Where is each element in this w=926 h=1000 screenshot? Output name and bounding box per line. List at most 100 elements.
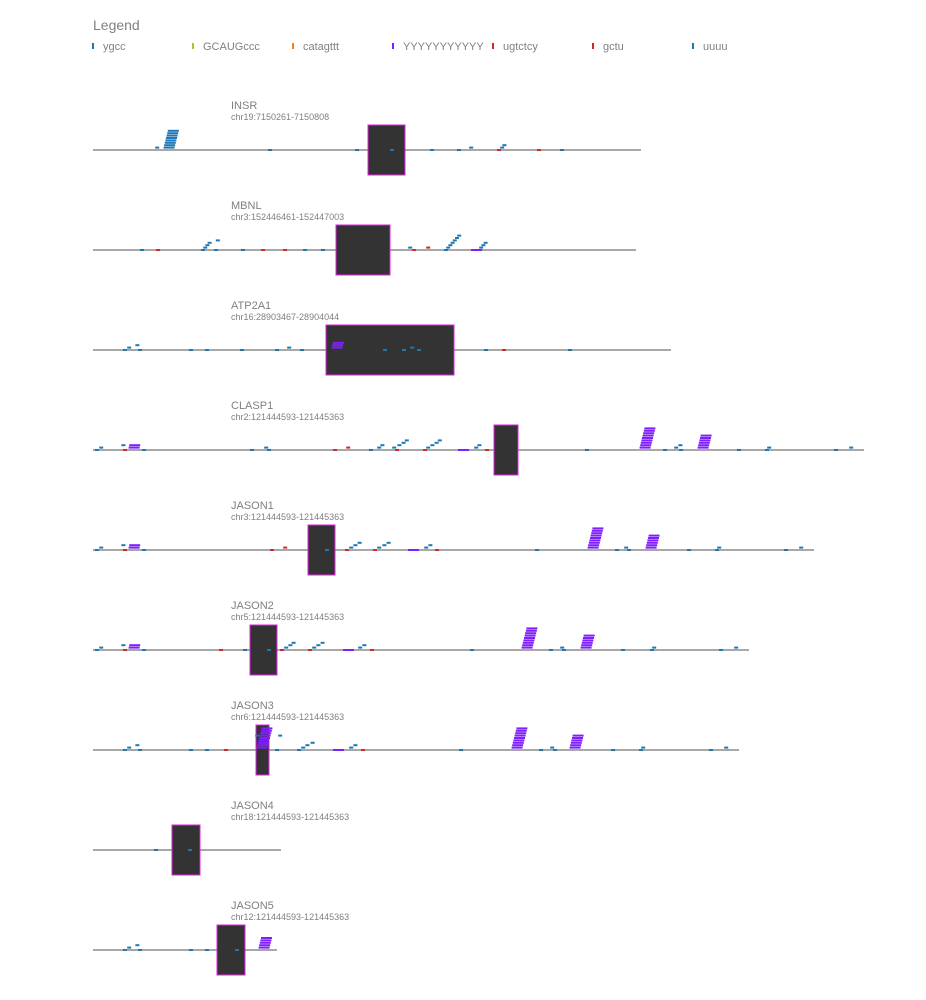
motif-mark (203, 246, 208, 249)
motif-mark (648, 534, 660, 537)
motif-mark (471, 249, 482, 251)
motif-mark (163, 146, 175, 149)
gene-name: JASON1 (231, 500, 274, 512)
legend-swatch (492, 43, 494, 49)
motif-mark (569, 746, 581, 749)
motif-mark (511, 746, 523, 749)
motif-mark (164, 141, 176, 144)
motif-mark (166, 134, 178, 137)
motif-mark (241, 249, 245, 251)
motif-mark (259, 941, 271, 944)
motif-mark (349, 746, 354, 749)
legend-swatch (392, 43, 394, 49)
motif-mark (572, 734, 584, 737)
motif-mark (129, 444, 141, 447)
motif-mark (709, 749, 713, 751)
motif-mark (260, 729, 272, 732)
motif-mark (568, 349, 572, 351)
motif-mark (95, 549, 99, 551)
motif-mark (581, 641, 593, 644)
motif-mark (539, 749, 543, 751)
motif-mark (645, 546, 657, 549)
motif-mark (435, 549, 439, 551)
motif-mark (514, 737, 525, 739)
motif-mark (799, 546, 804, 549)
legend-label: YYYYYYYYYYY (403, 41, 484, 53)
motif-mark (129, 644, 141, 647)
legend-swatch (592, 43, 594, 49)
motif-mark (458, 449, 469, 451)
motif-mark (697, 446, 709, 449)
motif-mark (627, 549, 631, 551)
motif-mark (512, 741, 524, 744)
gene-name: CLASP1 (231, 400, 273, 412)
motif-mark (123, 649, 127, 651)
motif-mark (698, 444, 710, 447)
motif-mark (585, 449, 589, 451)
motif-mark (390, 149, 394, 151)
legend-swatch (292, 43, 294, 49)
motif-mark (521, 646, 533, 649)
motif-mark (270, 549, 274, 551)
motif-mark (353, 544, 358, 547)
motif-mark (95, 449, 99, 451)
motif-mark (268, 149, 272, 151)
motif-mark (571, 739, 583, 742)
gene-name: ATP2A1 (231, 300, 271, 312)
motif-mark (572, 737, 583, 739)
legend-swatch (192, 43, 194, 49)
motif-mark (643, 432, 655, 435)
motif-mark (737, 449, 741, 451)
motif-mark (123, 549, 127, 551)
motif-mark (383, 349, 387, 351)
motif-mark (305, 744, 310, 747)
motif-mark (700, 437, 711, 439)
legend-label: gctu (603, 41, 624, 53)
motif-mark (377, 546, 382, 549)
motif-mark (320, 641, 325, 644)
motif-mark (537, 149, 541, 151)
motif-mark (678, 444, 683, 447)
motif-mark (652, 646, 657, 649)
gene-name: JASON5 (231, 900, 274, 912)
motif-mark (592, 527, 604, 530)
motif-mark (267, 449, 271, 451)
motif-mark (267, 649, 271, 651)
motif-mark (392, 446, 397, 449)
motif-mark (257, 744, 269, 747)
motif-mark (549, 649, 553, 651)
motif-mark (514, 734, 526, 737)
motif-mark (288, 644, 293, 647)
motif-mark (355, 149, 359, 151)
gene-coordinates: chr18:121444593-121445363 (231, 812, 349, 822)
motif-mark (240, 349, 244, 351)
motif-mark (553, 749, 557, 751)
motif-mark (201, 249, 205, 251)
motif-mark (275, 749, 279, 751)
motif-mark (700, 434, 712, 437)
motif-mark (205, 244, 210, 247)
motif-mark (459, 749, 463, 751)
gene-coordinates: chr3:152446461-152447003 (231, 212, 344, 222)
motif-mark (278, 734, 283, 737)
motif-mark (283, 249, 287, 251)
motif-mark (640, 441, 652, 444)
motif-mark (261, 249, 265, 251)
exon-box (307, 524, 336, 576)
motif-mark (99, 646, 104, 649)
motif-mark (591, 532, 603, 535)
motif-mark (522, 641, 534, 644)
motif-mark (588, 544, 600, 547)
motif-mark (397, 444, 402, 447)
motif-mark (484, 349, 488, 351)
motif-mark (525, 629, 537, 632)
motif-mark (301, 746, 306, 749)
exon-box (325, 324, 455, 376)
motif-mark (457, 234, 462, 237)
legend-label: catagttt (303, 41, 339, 53)
motif-mark (123, 449, 127, 451)
